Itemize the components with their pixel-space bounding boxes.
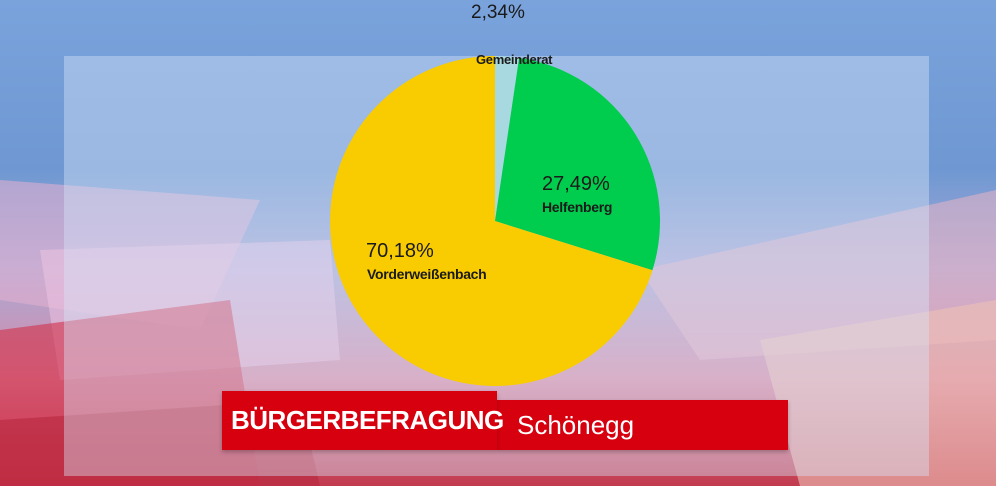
pct-gemeinderat: 2,34% <box>471 2 525 23</box>
pie-slice-helfenberg <box>495 57 660 271</box>
banner-subtitle-text: Schönegg <box>517 409 635 440</box>
banner-subtitle: Schönegg <box>497 400 788 450</box>
label-gemeinderat: 2,34% <box>471 3 525 22</box>
banner-title-text: BÜRGERBEFRAGUNG <box>231 405 504 435</box>
name-vorderweissenbach: Vorderweißenbach <box>367 266 487 282</box>
pct-vorderweissenbach: 70,18% <box>366 240 434 262</box>
name-helfenberg: Helfenberg <box>542 199 613 215</box>
pct-helfenberg: 27,49% <box>542 173 610 195</box>
pie-slice-gemeinderat <box>495 56 520 221</box>
name-gemeinderat: Gemeinderat <box>476 52 553 67</box>
pie-slice-vorderweißenbach <box>330 56 653 386</box>
banner-title: BÜRGERBEFRAGUNG <box>222 391 504 450</box>
